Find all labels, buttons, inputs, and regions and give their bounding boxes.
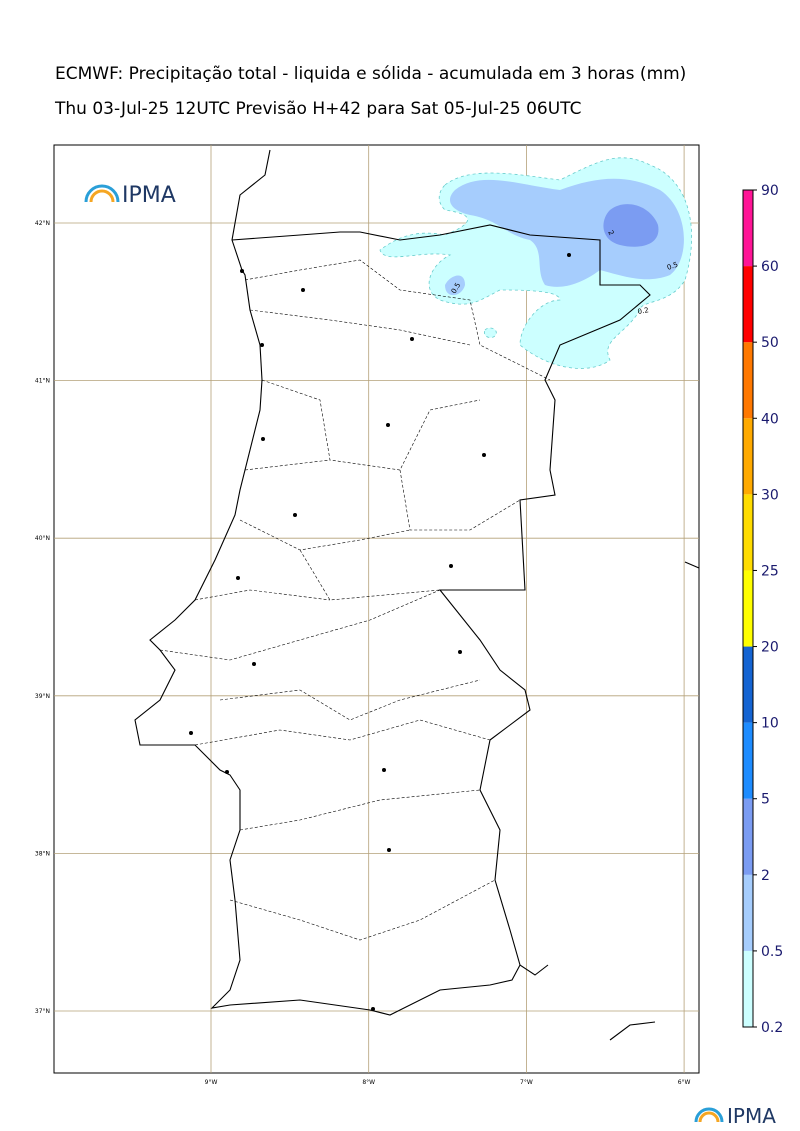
- colorbar-segment: [743, 874, 753, 951]
- colorbar-label: 5: [761, 792, 770, 808]
- colorbar-label: 40: [761, 411, 779, 427]
- colorbar-label: 20: [761, 640, 779, 656]
- cities: [189, 253, 571, 1011]
- lat-label: 42°N: [35, 220, 50, 227]
- colorbar-label: 0.2: [761, 1020, 783, 1036]
- colorbar-label: 0.5: [761, 944, 783, 960]
- lon-label: 9°W: [205, 1079, 218, 1086]
- colorbar-segment: [743, 190, 753, 267]
- lat-label: 37°N: [35, 1008, 50, 1015]
- colorbar-label: 25: [761, 563, 779, 579]
- colorbar-label: 50: [761, 335, 779, 351]
- colorbar-segment: [743, 722, 753, 799]
- colorbar-segment: [743, 798, 753, 875]
- colorbar-segment: [743, 570, 753, 647]
- lat-label: 38°N: [35, 850, 50, 857]
- precipitation: [379, 157, 692, 369]
- colorbar-segment: [743, 494, 753, 571]
- lat-label: 41°N: [35, 378, 50, 385]
- colorbar-segment: [743, 950, 753, 1027]
- contour-label: 2: [606, 229, 615, 237]
- contour-label: 0.5: [666, 261, 679, 272]
- colorbar-label: 10: [761, 716, 779, 732]
- logo-top: IPMA: [84, 183, 176, 208]
- map-frame: [53, 144, 700, 1074]
- colorbar-label: 60: [761, 259, 779, 275]
- district-borders: [159, 259, 551, 941]
- colorbar-label: 2: [761, 868, 770, 884]
- colorbar-segment: [743, 342, 753, 419]
- colorbar-label: 30: [761, 487, 779, 503]
- logo-text: IPMA: [727, 1104, 776, 1128]
- contour-label: 0.2: [637, 306, 649, 316]
- colorbar-segment: [743, 418, 753, 495]
- lat-label: 40°N: [35, 535, 50, 542]
- lon-label: 8°W: [362, 1079, 375, 1086]
- title: ECMWF: Precipitação total - liquida e só…: [55, 64, 687, 84]
- precip-area: [603, 204, 659, 247]
- logo-bottom: IPMA: [694, 1104, 776, 1128]
- logo-text: IPMA: [122, 183, 176, 208]
- precip-area: [483, 327, 497, 338]
- lon-label: 7°W: [520, 1079, 533, 1086]
- subtitle: Thu 03-Jul-25 12UTC Previsão H+42 para S…: [55, 99, 582, 119]
- lon-label: 6°W: [678, 1079, 691, 1086]
- colorbar-frame: [742, 189, 754, 1028]
- lat-label: 39°N: [35, 693, 50, 700]
- colorbar-segment: [743, 646, 753, 723]
- precip-area: [445, 275, 465, 296]
- colorbar-segment: [743, 266, 753, 343]
- colorbar-label: 90: [761, 183, 779, 199]
